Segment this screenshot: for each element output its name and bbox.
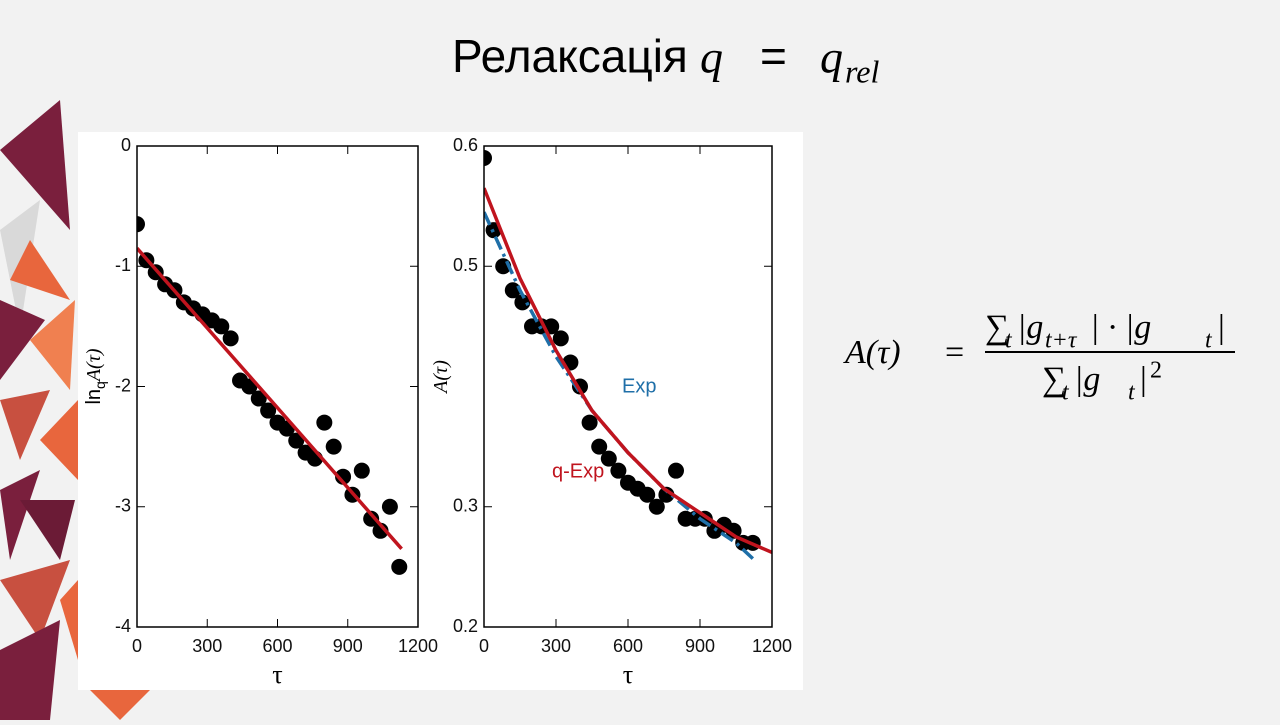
point: [381, 498, 398, 515]
point: [325, 438, 342, 455]
figure-background: [78, 132, 803, 690]
formula-eq: =: [945, 334, 964, 371]
title-math: q: [700, 32, 723, 83]
point: [552, 330, 569, 347]
x-axis-label: τ: [623, 660, 633, 689]
slide-title: Релаксація q = q rel: [452, 30, 879, 89]
x-tick-label: 0: [132, 636, 142, 656]
plot: 0 300 600 900 1200 0 -1 -2 -3 -4 τ lnqA(τ): [83, 135, 438, 689]
point: [668, 462, 684, 479]
fit-line: [484, 187, 772, 555]
title-math: q: [820, 32, 843, 83]
plot-frame: [483, 145, 773, 628]
y-axis-label-part: ln: [83, 389, 105, 405]
y-axis-label-part: A(τ): [430, 360, 452, 395]
formula-den: |: [1140, 361, 1147, 398]
y-tick-label: 0.3: [453, 496, 478, 516]
x-tick-label: 300: [192, 636, 222, 656]
formula-den: ∑: [1042, 361, 1066, 398]
y-tick-label: 0.6: [453, 135, 478, 155]
formula-den: t: [1128, 380, 1136, 406]
point: [581, 414, 598, 431]
formula-den: t: [1062, 380, 1070, 406]
point: [514, 294, 531, 311]
x-tick-label: 1200: [752, 636, 792, 656]
plot: 0 300 600 900 1200 0.2 0.3 0.5 0.6 Exp q-Exp τ A(τ): [430, 135, 792, 689]
line-label: q-Exp: [552, 460, 604, 482]
formula: A(τ) = ∑ t |g t+τ | · |g t | ∑ t |g t | …: [843, 309, 1235, 406]
formula-num: t: [1205, 328, 1213, 354]
formula-den: |g: [1074, 361, 1100, 398]
formula-num: |: [1218, 309, 1225, 346]
point: [353, 462, 370, 479]
point: [591, 438, 608, 455]
point: [250, 390, 267, 407]
formula-num: |g: [1017, 309, 1043, 346]
y-axis-label-part: A(τ): [83, 348, 105, 383]
point: [288, 432, 305, 449]
y-axis-label-part: q: [92, 381, 108, 389]
formula-num: t+τ: [1045, 328, 1078, 354]
point: [260, 402, 277, 419]
point: [335, 468, 352, 485]
line-label: Exp: [622, 375, 656, 397]
title-math: =: [760, 30, 787, 82]
x-tick-label: 300: [541, 636, 571, 656]
point: [610, 462, 627, 479]
formula-num: ∑: [985, 309, 1009, 346]
x-tick-label: 1200: [398, 636, 438, 656]
y-axis-label: A(τ): [430, 360, 452, 395]
point: [484, 150, 492, 167]
x-tick-label: 900: [333, 636, 363, 656]
x-tick-label: 600: [613, 636, 643, 656]
x-tick-label: 900: [685, 636, 715, 656]
y-tick-label: 0.5: [453, 255, 478, 275]
formula-den: 2: [1150, 358, 1162, 384]
x-axis-label: τ: [272, 660, 282, 689]
y-tick-label: -4: [115, 616, 131, 636]
point: [213, 318, 230, 335]
point: [316, 414, 333, 431]
title-text: Релаксація: [452, 30, 688, 82]
point: [600, 450, 617, 467]
point: [222, 330, 239, 347]
decoration: [0, 100, 150, 720]
point: [363, 510, 380, 527]
plot-frame: [136, 145, 419, 628]
point: [658, 486, 675, 503]
y-tick-label: 0.2: [453, 616, 478, 636]
y-tick-label: -3: [115, 496, 131, 516]
title-sub: rel: [845, 53, 879, 89]
y-axis-label: lnqA(τ): [83, 348, 108, 404]
data-area: [484, 150, 772, 563]
formula-num: t: [1005, 328, 1013, 354]
point: [639, 486, 656, 503]
data-area: [137, 216, 408, 575]
fit-line: [137, 247, 403, 550]
point: [391, 558, 408, 575]
y-tick-label: -1: [115, 255, 131, 275]
y-tick-label: -2: [115, 375, 131, 395]
y-tick-label: 0: [121, 135, 131, 155]
x-tick-label: 600: [262, 636, 292, 656]
point: [648, 498, 665, 515]
point: [137, 216, 145, 233]
point: [725, 522, 742, 539]
formula-lhs: A(τ): [843, 334, 901, 371]
x-tick-label: 0: [479, 636, 489, 656]
formula-num: | · |g: [1090, 309, 1151, 346]
